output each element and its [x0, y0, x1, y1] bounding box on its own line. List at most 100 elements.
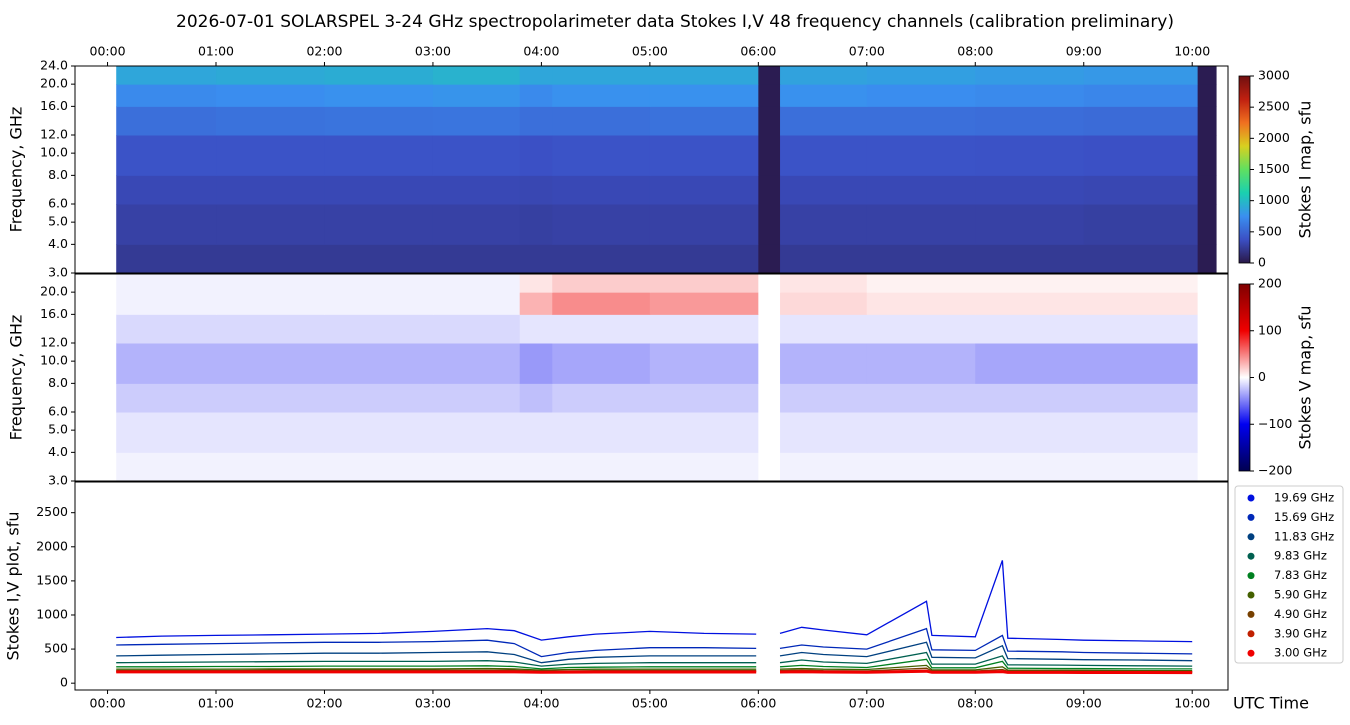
heatmap-cell	[552, 66, 651, 85]
heatmap-cell	[975, 204, 1085, 245]
heatmap-cell	[1197, 175, 1217, 205]
heatmap-cell	[116, 66, 217, 85]
x-tick-label: 08:00	[957, 696, 993, 711]
y-tick-label: 3.0	[48, 265, 68, 280]
heatmap-cell	[324, 412, 434, 453]
y-tick-label: 1500	[36, 572, 68, 587]
x-axis-label: UTC Time	[1233, 694, 1309, 713]
legend-marker	[1247, 630, 1255, 638]
heatmap-cell	[432, 314, 521, 344]
heatmap-cell	[866, 292, 976, 315]
legend-label: 7.83 GHz	[1274, 568, 1327, 582]
x-tick-label: 01:00	[198, 696, 234, 711]
heatmap-cell	[975, 383, 1085, 413]
heatmap-cell	[519, 412, 553, 453]
heatmap-cell	[216, 452, 325, 481]
heatmap-cell	[758, 175, 781, 205]
heatmap-cell	[758, 412, 781, 453]
y-tick-label: 6.0	[48, 196, 68, 211]
heatmap-cell	[519, 84, 553, 107]
heatmap-cell	[552, 383, 651, 413]
y-tick-label: 6.0	[48, 404, 68, 419]
heatmap-cell	[1197, 452, 1217, 481]
colorbar-tick-label: 1000	[1258, 192, 1290, 207]
x-tick-label: 10:00	[1174, 44, 1210, 59]
heatmap-cell	[432, 292, 521, 315]
heatmap-cell	[975, 292, 1085, 315]
heatmap-cell	[216, 84, 325, 107]
colorbar-label: Stokes I map, sfu	[1296, 101, 1315, 239]
heatmap-cell	[519, 175, 553, 205]
heatmap-cell	[780, 274, 868, 293]
legend-marker	[1247, 513, 1255, 521]
y-tick-label: 3.0	[48, 473, 68, 488]
heatmap-cell	[324, 343, 434, 384]
heatmap-cell	[1083, 292, 1199, 315]
heatmap-cell	[1083, 412, 1199, 453]
colorbar	[1238, 75, 1251, 264]
heatmap-cell	[552, 452, 651, 481]
heatmap-cell	[866, 244, 976, 273]
heatmap-cell	[519, 452, 553, 481]
heatmap-cell	[116, 175, 217, 205]
heatmap-cell	[975, 244, 1085, 273]
panel	[74, 481, 1229, 691]
heatmap-cell	[116, 204, 217, 245]
y-tick-label: 2000	[36, 538, 68, 553]
colorbar-tick-label: 2000	[1258, 130, 1290, 145]
heatmap-cell	[432, 274, 521, 293]
heatmap-cell	[116, 343, 217, 384]
heatmap-cell	[780, 314, 868, 344]
y-tick-label: 4.0	[48, 444, 68, 459]
heatmap-cell	[1197, 204, 1217, 245]
heatmap-cell	[780, 412, 868, 453]
heatmap-cell	[758, 106, 781, 136]
heatmap-cell	[432, 204, 521, 245]
heatmap-cell	[975, 274, 1085, 293]
heatmap-cell	[216, 274, 325, 293]
y-axis-label: Frequency, GHz	[7, 315, 26, 441]
heatmap-cell	[432, 66, 521, 85]
plot-area	[116, 66, 1217, 273]
heatmap-cell	[780, 175, 868, 205]
heatmap-cell	[324, 244, 434, 273]
heatmap-cell	[1197, 314, 1217, 344]
heatmap-cell	[649, 292, 759, 315]
heatmap-cell	[866, 452, 976, 481]
heatmap-cell	[975, 314, 1085, 344]
x-tick-label: 05:00	[632, 44, 668, 59]
colorbar-tick-label: 200	[1258, 276, 1282, 291]
y-tick-label: 8.0	[48, 167, 68, 182]
y-axis-label: Stokes I,V plot, sfu	[4, 512, 23, 661]
y-tick-label: 20.0	[40, 76, 68, 91]
heatmap-cell	[1083, 84, 1199, 107]
heatmap-cell	[866, 343, 976, 384]
heatmap-cell	[519, 274, 553, 293]
heatmap-cell	[649, 66, 759, 85]
legend-marker	[1247, 533, 1255, 541]
panel	[74, 273, 1229, 482]
heatmap-cell	[1197, 292, 1217, 315]
heatmap-cell	[552, 274, 651, 293]
colorbar-tick-label: 2500	[1258, 99, 1290, 114]
heatmap-cell	[758, 84, 781, 107]
heatmap-cell	[975, 106, 1085, 136]
heatmap-cell	[116, 106, 217, 136]
heatmap-cell	[324, 106, 434, 136]
heatmap-cell	[519, 383, 553, 413]
series-line	[779, 658, 1193, 670]
panel-frame	[74, 65, 1229, 274]
heatmap-cell	[432, 452, 521, 481]
heatmap-cell	[324, 204, 434, 245]
legend-marker	[1247, 572, 1255, 580]
heatmap-cell	[780, 383, 868, 413]
heatmap-cell	[1197, 84, 1217, 107]
legend-marker	[1247, 591, 1255, 599]
heatmap-cell	[1083, 175, 1199, 205]
x-tick-label: 00:00	[90, 696, 126, 711]
heatmap-cell	[649, 175, 759, 205]
legend-marker	[1247, 552, 1255, 560]
y-tick-label: 12.0	[40, 127, 68, 142]
heatmap-cell	[216, 292, 325, 315]
heatmap-cell	[324, 66, 434, 85]
